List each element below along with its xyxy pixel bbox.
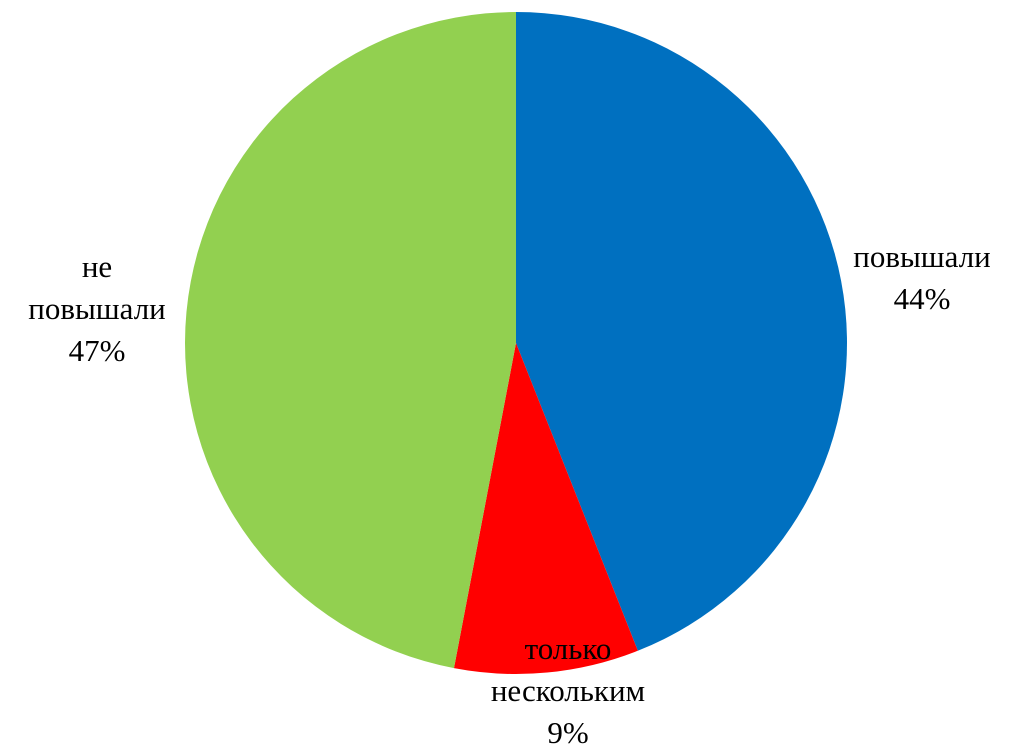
- value-label: 47%: [68, 333, 126, 368]
- value-label: 44%: [893, 281, 951, 316]
- pie-slice: [453, 343, 638, 674]
- category-label: только нескольким: [490, 631, 646, 708]
- slice-label: только нескольким 9%: [473, 628, 663, 754]
- value-label: 9%: [547, 715, 589, 750]
- category-label: повышали: [853, 239, 991, 274]
- pie-slice: [516, 12, 848, 651]
- category-label: не повышали: [28, 249, 166, 326]
- pie-slice: [184, 12, 516, 669]
- slice-label: повышали 44%: [842, 236, 1002, 320]
- slice-label: не повышали 47%: [12, 246, 182, 372]
